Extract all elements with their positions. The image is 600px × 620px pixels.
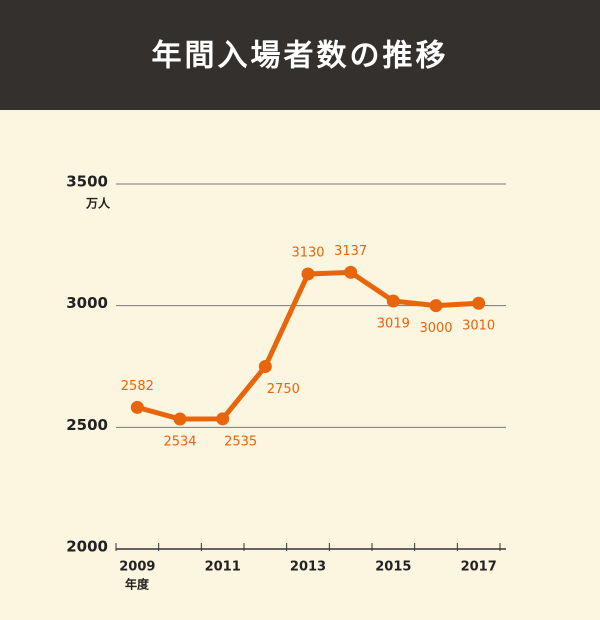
value-label: 3010 <box>462 319 495 334</box>
point <box>216 412 230 426</box>
x-tick-label: 2013 <box>290 560 326 575</box>
value-label: 3019 <box>377 317 410 332</box>
y-tick-label: 3000 <box>66 294 108 312</box>
value-label: 2535 <box>224 434 257 449</box>
x-tick-label: 2017 <box>461 560 497 575</box>
value-label: 2750 <box>267 382 300 397</box>
y-tick-label: 3500 <box>66 173 108 191</box>
x-tick-label: 2009 <box>119 560 155 575</box>
chart-title: 年間入場者数の推移 <box>152 39 449 74</box>
x-tick-label: 2011 <box>205 560 241 575</box>
value-label: 2582 <box>121 379 154 394</box>
x-unit: 年度 <box>125 577 150 592</box>
y-unit: 万人 <box>85 196 111 211</box>
value-label: 3000 <box>419 321 452 336</box>
point <box>130 400 144 414</box>
x-tick-label: 2015 <box>375 560 411 575</box>
point <box>386 294 400 308</box>
point <box>429 299 443 313</box>
y-tick-label: 2000 <box>66 538 108 556</box>
point <box>173 412 187 426</box>
point <box>472 296 486 310</box>
value-label: 3130 <box>291 246 324 261</box>
point <box>301 267 315 281</box>
header <box>0 0 600 110</box>
value-label: 3137 <box>334 244 367 259</box>
point <box>344 265 358 279</box>
y-tick-label: 2500 <box>66 416 108 434</box>
value-label: 2534 <box>163 435 196 450</box>
point <box>258 360 272 373</box>
